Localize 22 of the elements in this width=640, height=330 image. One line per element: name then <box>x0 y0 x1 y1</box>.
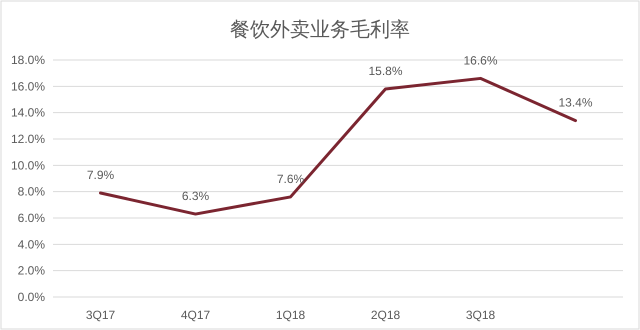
x-tick-label: 3Q17 <box>86 308 116 322</box>
y-tick-label: 8.0% <box>18 184 46 199</box>
data-label: 15.8% <box>368 64 403 78</box>
x-tick-label: 1Q18 <box>276 308 306 322</box>
data-label: 6.3% <box>182 189 210 204</box>
x-tick-label: 2Q18 <box>370 308 400 322</box>
y-tick-label: 0.0% <box>18 290 46 304</box>
y-tick-label: 16.0% <box>10 79 46 94</box>
y-tick-label: 14.0% <box>10 106 46 120</box>
x-tick-label: 3Q18 <box>466 308 496 322</box>
y-tick-label: 6.0% <box>18 211 46 225</box>
y-tick-label: 2.0% <box>18 264 46 278</box>
title: 餐饮外卖业务毛利率 <box>230 19 410 41</box>
x-tick-label: 4Q17 <box>180 308 210 322</box>
data-label: 13.4% <box>558 96 593 110</box>
y-tick-label: 4.0% <box>18 237 46 252</box>
y-tick-label: 12.0% <box>10 132 46 146</box>
y-tick-label: 18.0% <box>10 53 46 67</box>
data-label: 7.6% <box>276 172 304 186</box>
data-label: 7.9% <box>86 168 114 182</box>
data-label: 16.6% <box>463 53 498 68</box>
y-tick-label: 10.0% <box>10 158 46 172</box>
